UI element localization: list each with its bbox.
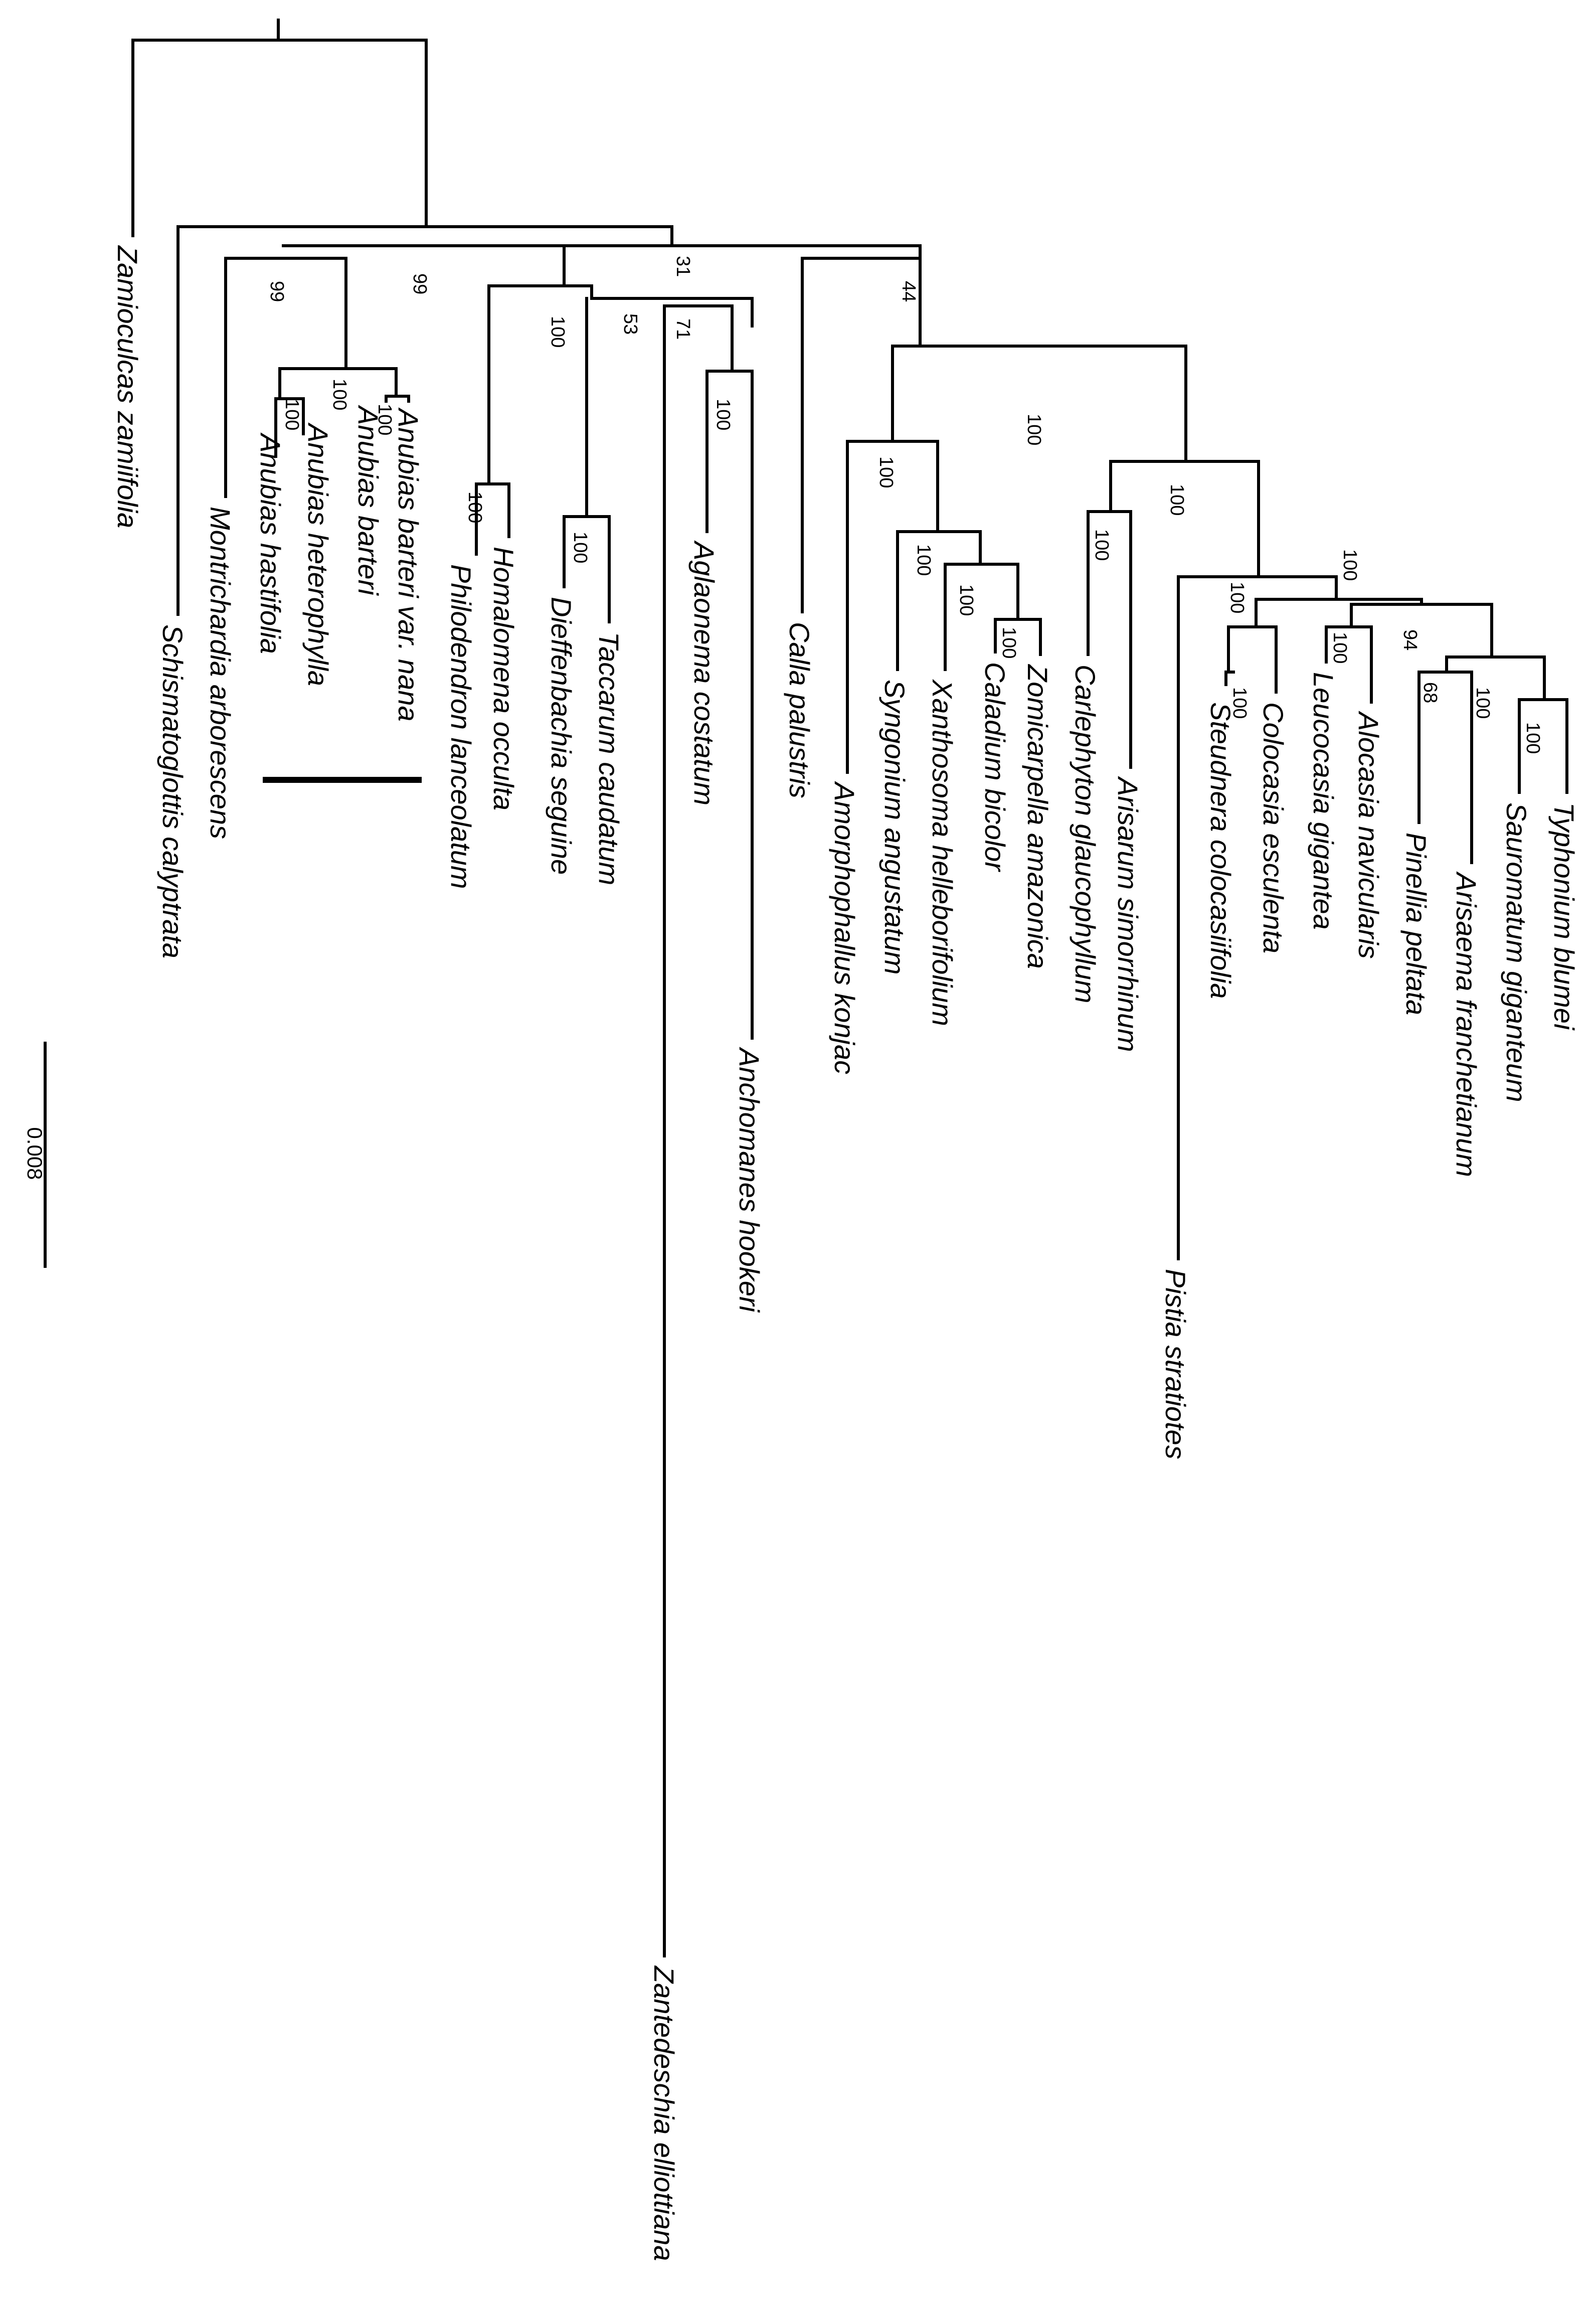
taxon-label: Philodendron lanceolatum [445,564,477,889]
branch-saur-typh [1518,698,1568,794]
bootstrap-value: 100 [956,584,977,616]
branch-agla-anch [705,370,754,1040]
taxon-label: Zantedeschia elliottiana [648,1965,680,2261]
bootstrap-value: 100 [1472,687,1493,719]
bootstrap-value: 100 [1522,722,1543,754]
bootstrap-value: 100 [547,316,568,348]
bootstrap-value: 71 [672,318,693,340]
taxon-label: Aglaonema costatum [688,540,720,805]
branch-pin-aris [1417,671,1473,864]
bootstrap-value: 100 [374,404,395,435]
taxon-label: Sauromatum giganteum [1501,802,1532,1102]
bootstrap-value: 99 [266,281,287,302]
branch-cal-zom [994,618,1042,656]
branch-montrichardia-group [224,257,347,498]
bootstrap-value: 100 [1226,582,1248,613]
bootstrap-value: 100 [281,399,302,430]
taxon-label: Pinellia peltata [1400,833,1432,1015]
taxon-label: Typhonium blumei [1548,802,1580,1031]
taxon-label: Anubias barteri [352,405,384,596]
taxon-label: Caladium bicolor [979,662,1011,872]
bootstrap-value: 100 [464,491,485,523]
taxon-label: Pistia stratiotes [1160,1269,1191,1459]
taxon-label: Anubias hastifolia [255,432,286,654]
branch-colo-pair [1224,671,1235,686]
taxon-label: Leucocasia gigantea [1308,672,1339,930]
branch-dief-tacc [563,515,611,623]
taxon-label: Carlephyton glaucophyllum [1070,665,1101,1004]
branch-pistia-stem [1109,460,1260,578]
branch-ingroup [176,225,673,616]
taxon-label: Zomicarpella amazonica [1022,664,1053,969]
bootstrap-value: 100 [1229,687,1250,719]
taxon-label: Steudnera colocasiifolia [1205,702,1236,999]
bootstrap-value: 100 [329,379,350,410]
taxon-label: Xanthosoma helleborifolium [927,679,958,1026]
branch-root-split [131,39,428,237]
bootstrap-value: 94 [1399,629,1421,650]
bootstrap-value: 100 [913,544,934,576]
branch-anubias-het [274,397,305,458]
taxon-labels: Zamioculcas zamiifolia Schismatoglottis … [112,245,1580,2261]
branch-leuc-aloc [1325,625,1373,704]
bootstrap-value: 100 [1091,529,1112,561]
bootstrap-value: 99 [409,273,430,294]
bootstrap-value: 100 [875,456,897,488]
bootstrap-value: 44 [898,281,919,302]
branch-carl-aris [1087,510,1132,769]
branch-anubias-nana [385,395,410,403]
bootstrap-value: 100 [998,627,1019,658]
taxon-label: Syngonium angustatum [879,680,911,974]
bootstrap-value: 100 [570,532,591,563]
taxon-label: Montrichardia arborescens [205,507,236,839]
branch-steud-colo [1227,625,1278,694]
branch-philodendron-group [282,244,566,287]
branch-anubias-clade [278,367,398,400]
branch-core-aroids [891,345,1187,463]
branch-syngonium [896,530,982,671]
taxon-label: Zamioculcas zamiifolia [112,245,143,528]
bootstrap-value: 100 [1023,414,1044,445]
taxon-label: Arisaema franchetianum [1451,871,1482,1177]
taxon-label: Taccarum caudatum [593,632,625,885]
taxon-label: Schismatoglottis calyptrata [157,624,189,958]
branch-zant-group [590,297,754,327]
branch-xanthosoma [944,563,1019,671]
bootstrap-value: 53 [620,313,641,335]
branch-calla-group [801,257,922,613]
bootstrap-labels: 99 100 100 100 99 100 100 100 31 53 71 1… [266,256,1543,754]
branch-philo-homal [475,482,510,556]
taxon-label: Alocasia navicularis [1353,711,1384,959]
taxon-label: Anubias barteri var. nana [393,407,424,722]
scale-bar-label: 0.008 [23,1127,47,1180]
branch-leuc-rest [1350,603,1493,658]
taxon-label: Anchomanes hookeri [734,1047,765,1313]
taxon-label: Dieffenbachia seguine [546,597,577,875]
branch-pin-saur [1445,655,1546,701]
bootstrap-value: 31 [672,256,693,277]
taxon-label: Anubias heterophylla [302,422,334,686]
branch-zant [663,304,734,1957]
bootstrap-value: 100 [1339,549,1360,581]
branch-philo-split [487,284,593,485]
branch-amorph-group [846,440,939,774]
bootstrap-value: 100 [713,399,734,430]
bootstrap-value: 100 [1329,632,1350,664]
taxon-label: Arisarum simorrhinum [1112,776,1144,1052]
branch-pistia-rest [1177,575,1338,1260]
branch-core [282,244,922,260]
taxon-label: Homalomena occulta [488,547,519,810]
taxon-label: Amorphophallus konjac [829,781,860,1074]
bootstrap-value: 100 [1166,484,1187,516]
taxon-label: Colocasia esculenta [1258,702,1289,953]
taxon-label: Calla palustris [784,622,815,798]
bootstrap-value: 68 [1420,682,1441,703]
